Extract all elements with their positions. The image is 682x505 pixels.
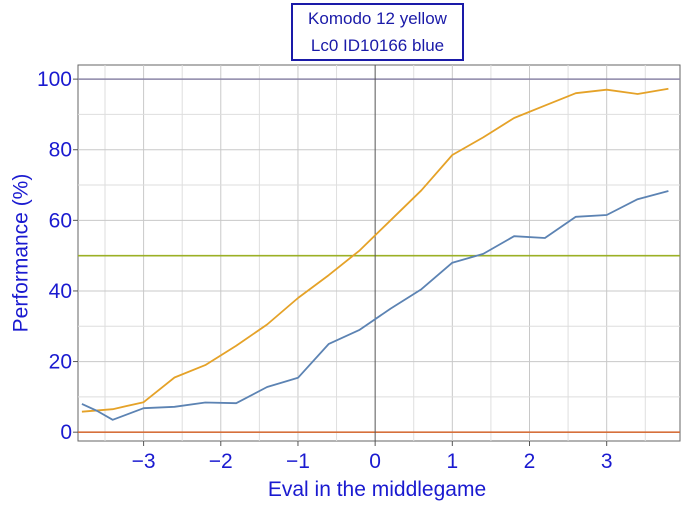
- y-tick-label: 60: [49, 209, 72, 232]
- legend-entry-lc0: Lc0 ID10166 blue: [310, 36, 445, 55]
- y-tick-label: 80: [49, 139, 72, 162]
- x-axis-label: Eval in the middlegame: [268, 478, 486, 501]
- series-group: [81, 87, 669, 421]
- y-tick-label: 40: [49, 280, 72, 303]
- x-tick-label: −3: [132, 450, 156, 473]
- x-tick-label: 3: [601, 450, 613, 473]
- y-tick-label: 0: [60, 421, 72, 444]
- legend-entry-komodo: Komodo 12 yellow: [308, 9, 447, 28]
- series-line-1: [81, 190, 669, 421]
- plot-frame: [77, 64, 681, 442]
- y-tick-label: 100: [37, 68, 72, 91]
- tick-labels: −3 −2 −1 0 1 2 3 0 20 40 60 80 100: [37, 68, 613, 473]
- axes: [73, 65, 608, 446]
- x-tick-label: 0: [369, 450, 381, 473]
- reference-lines: [78, 78, 680, 433]
- legend-box: Komodo 12 yellow Lc0 ID10166 blue: [291, 3, 464, 61]
- y-tick-label: 20: [49, 351, 72, 374]
- series-line-0: [81, 87, 669, 413]
- grid: [78, 65, 680, 441]
- x-tick-label: 1: [446, 450, 458, 473]
- x-tick-label: 2: [524, 450, 536, 473]
- x-tick-label: −1: [286, 450, 310, 473]
- y-axis-label: Performance (%): [9, 174, 32, 333]
- x-tick-label: −2: [209, 450, 233, 473]
